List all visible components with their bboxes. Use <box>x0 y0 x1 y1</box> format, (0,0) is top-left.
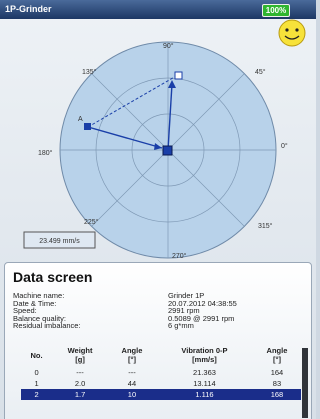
cell: 44 <box>108 378 156 389</box>
cell: 1.116 <box>156 389 253 400</box>
cell: 21.363 <box>156 367 253 378</box>
scrollbar[interactable] <box>302 348 308 418</box>
header-text: [°] <box>128 355 136 364</box>
angle-label: 135° <box>82 68 97 76</box>
header-text: Weight <box>68 346 93 355</box>
smiley-eye <box>295 28 298 31</box>
column-header: Angle[°] <box>253 343 301 367</box>
header-text: No. <box>31 351 43 360</box>
header-text: [g] <box>75 355 85 364</box>
smiley-eye <box>285 28 288 31</box>
point <box>175 72 182 79</box>
angle-label: 315° <box>258 222 273 230</box>
point <box>84 123 91 130</box>
panel-title: Data screen <box>13 269 92 285</box>
angle-label: 225° <box>84 218 99 226</box>
header-text: Angle <box>267 346 288 355</box>
point-label: A <box>78 116 83 123</box>
center-point <box>163 146 172 155</box>
cell: 1.7 <box>52 389 108 400</box>
column-header: Vibration 0-P[mm/s] <box>156 343 253 367</box>
angle-label: 270° <box>172 252 187 260</box>
header-text: Angle <box>122 346 143 355</box>
header-text: [mm/s] <box>192 355 217 364</box>
cell: 83 <box>253 378 301 389</box>
cell: 164 <box>253 367 301 378</box>
smiley[interactable] <box>279 20 305 46</box>
screen: 1P-Grinder 100% A 90°45°0°315°270°225°18… <box>0 0 316 419</box>
cell: 0 <box>21 367 52 378</box>
cell: --- <box>52 367 108 378</box>
angle-label: 0° <box>281 142 288 150</box>
angle-label: 45° <box>255 68 266 76</box>
data-table: No.Weight[g]Angle[°]Vibration 0-P[mm/s]A… <box>21 343 301 400</box>
cell: 10 <box>108 389 156 400</box>
column-header: Angle[°] <box>108 343 156 367</box>
column-header: No. <box>21 343 52 367</box>
header-text: Vibration 0-P <box>181 346 227 355</box>
readout: 23.499 mm/s <box>39 238 80 245</box>
info-label: Residual imbalance: <box>13 321 81 330</box>
header-text: [°] <box>273 355 281 364</box>
angle-label: 180° <box>38 149 53 157</box>
column-header: Weight[g] <box>52 343 108 367</box>
polar-plot: A 90° 45° 0° 315° 270° 225° 180° 135° 23.499 mm… <box>0 0 316 262</box>
cell: 2.0 <box>52 378 108 389</box>
cell: 2 <box>21 389 52 400</box>
cell: 168 <box>253 389 301 400</box>
info-value: 6 g*mm <box>168 321 194 330</box>
cell: 13.114 <box>156 378 253 389</box>
angle-label: 90° <box>163 42 174 50</box>
cell: --- <box>108 367 156 378</box>
cell: 1 <box>21 378 52 389</box>
